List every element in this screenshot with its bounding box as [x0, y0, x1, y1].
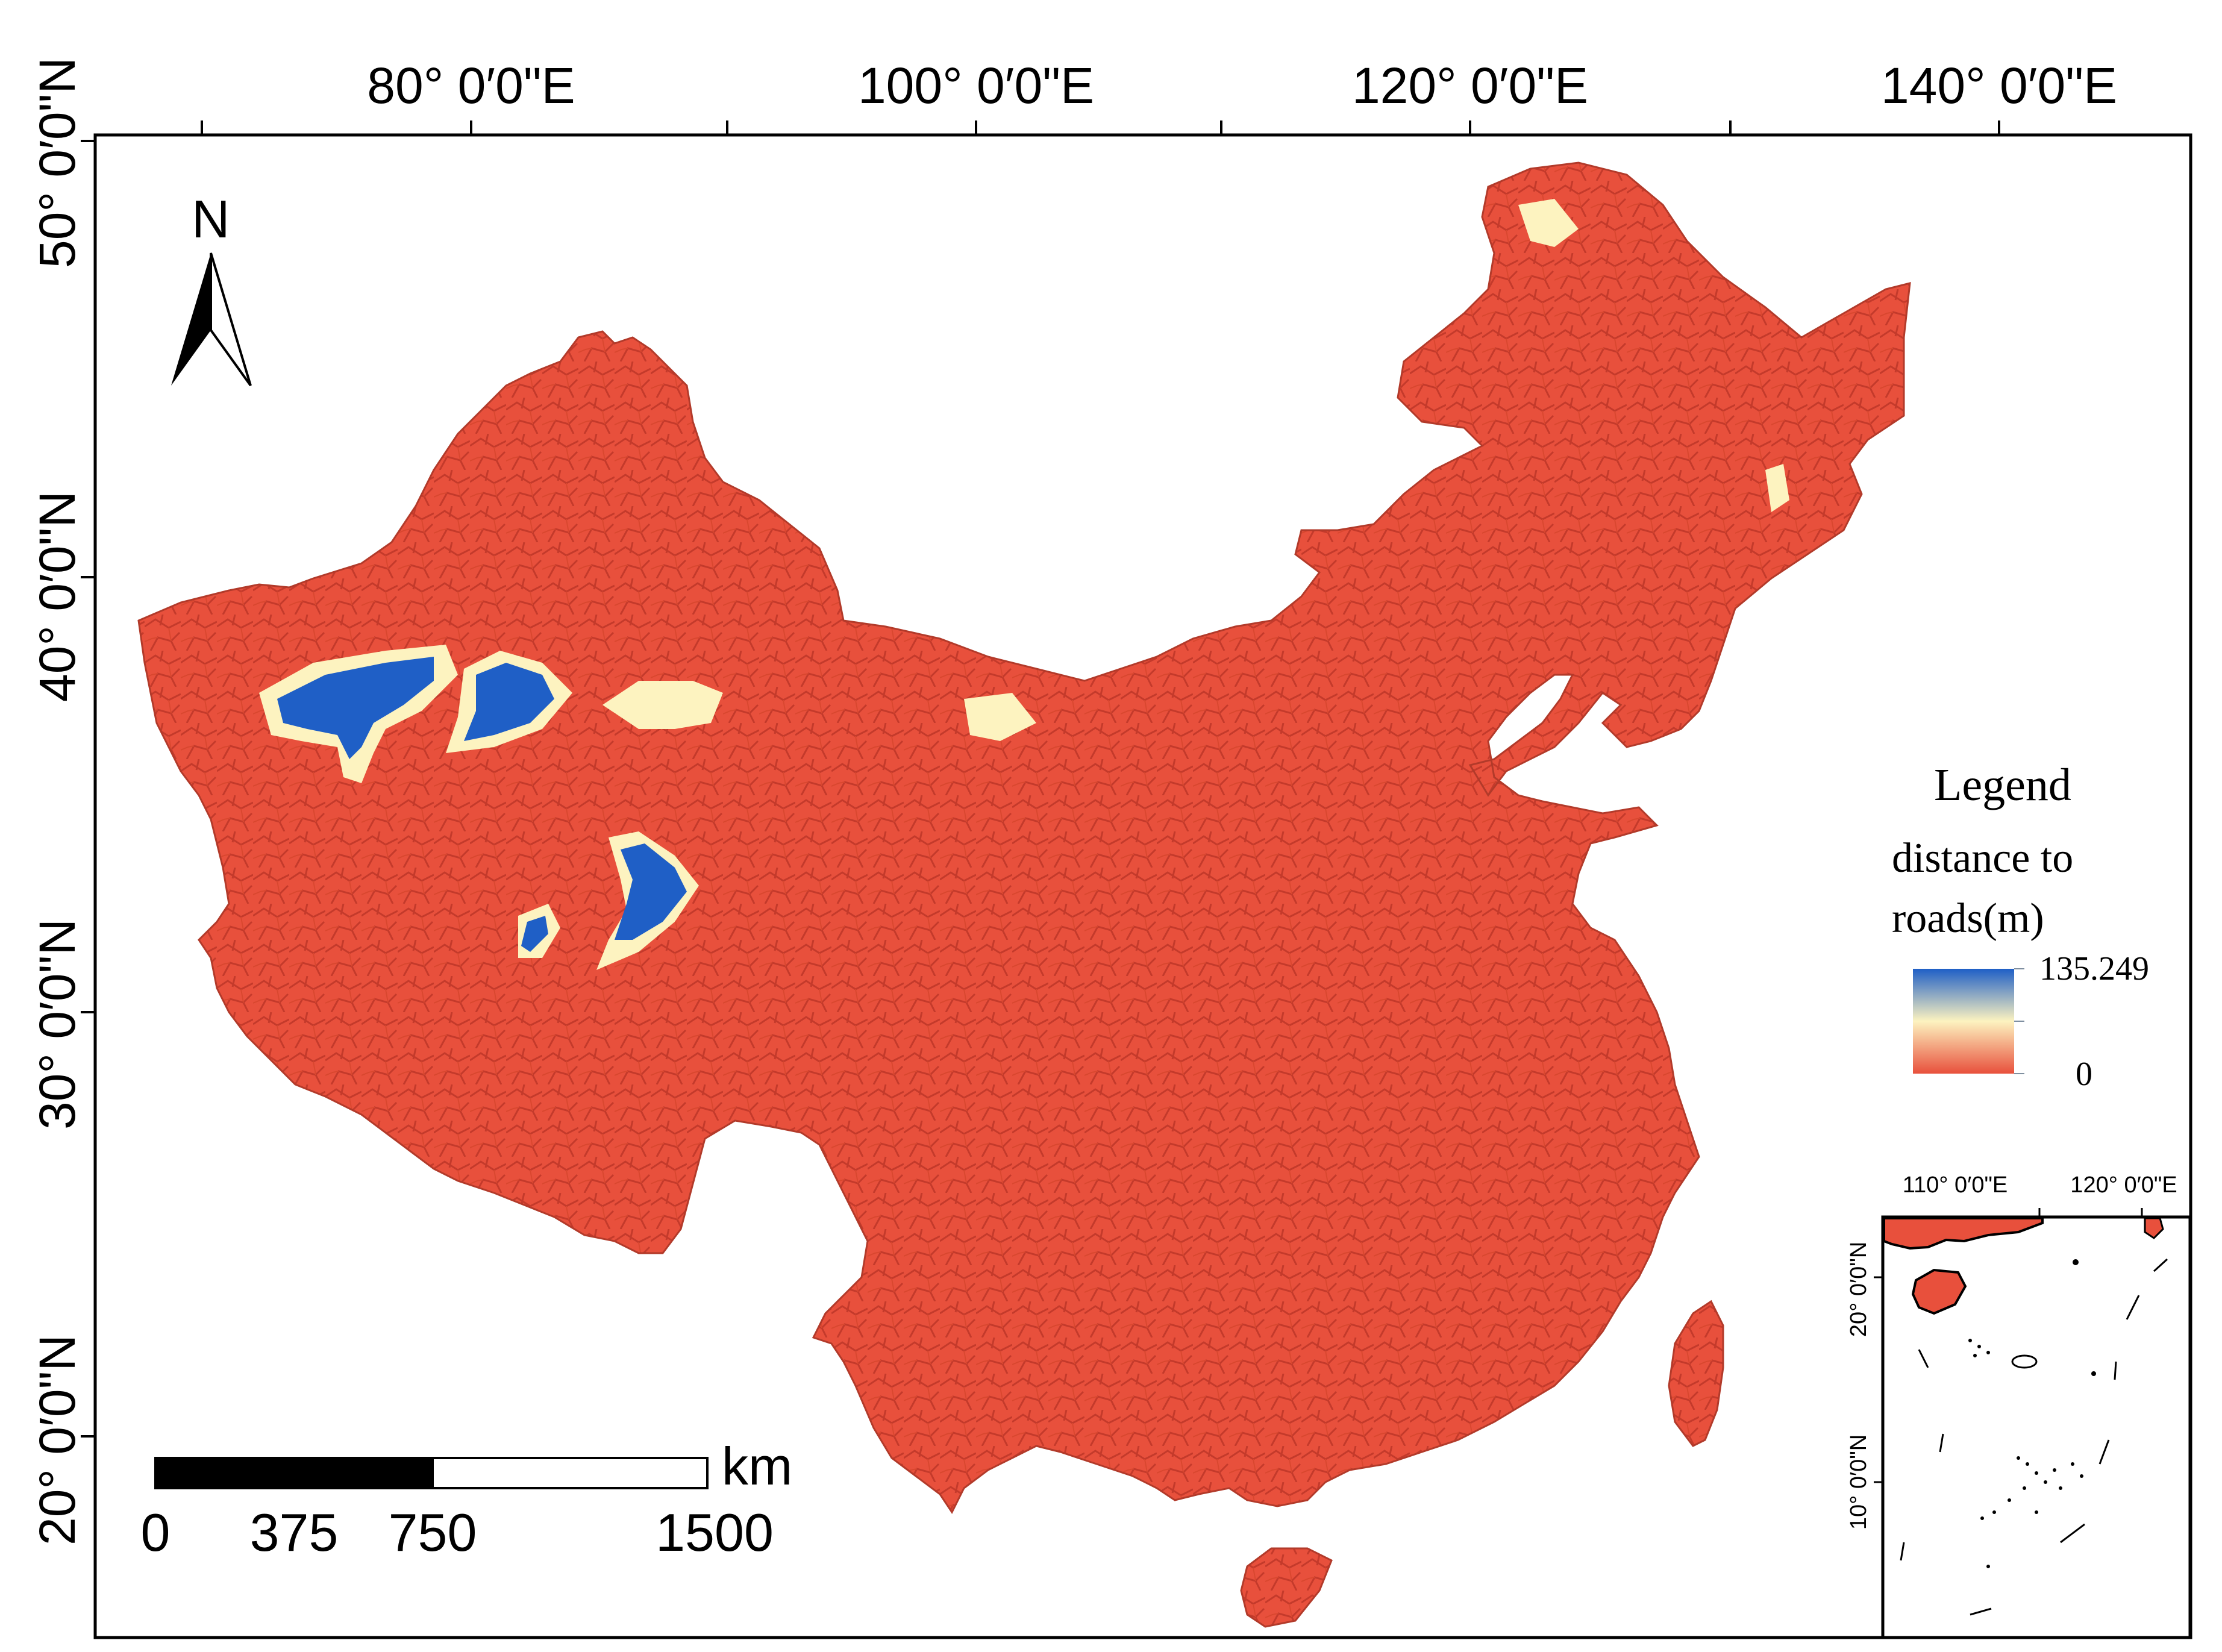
inset-mainland [1883, 1217, 2044, 1250]
inset-lon-label-110: 110° 0′0"E [1902, 1172, 2008, 1198]
lat-label-30: 30° 0′0"N [29, 918, 86, 1130]
legend-subtitle-1: distance to [1892, 835, 2074, 881]
legend-subtitle-2: roads(m) [1892, 895, 2044, 942]
lon-label-80: 80° 0′0"E [367, 57, 575, 114]
lat-label-20: 20° 0′0"N [29, 1334, 86, 1546]
inset-boundary-dashes [1900, 1258, 2168, 1616]
scale-bar [154, 1457, 709, 1489]
inset-lon-label-120: 120° 0′0"E [2070, 1172, 2177, 1198]
legend-min-label: 0 [2076, 1056, 2092, 1093]
legend-ticks [2014, 968, 2024, 1074]
legend-title: Legend [1934, 760, 2071, 810]
scale-tick-1500: 1500 [656, 1503, 774, 1562]
inset-taiwan [2144, 1217, 2164, 1239]
lon-label-140: 140° 0′0"E [1880, 57, 2118, 114]
scale-tick-375: 375 [249, 1503, 339, 1562]
inset-ticks [1874, 1208, 2143, 1483]
north-arrow-letter: N [192, 189, 230, 249]
land-hainan [1240, 1547, 1333, 1628]
inset-lat-label-20: 20° 0′0"N [1846, 1241, 1871, 1338]
remote-areas [259, 199, 1789, 970]
inset-hainan [1911, 1268, 1967, 1315]
land-area [137, 161, 1911, 1514]
lon-label-100: 100° 0′0"E [857, 57, 1095, 114]
scale-unit: km [722, 1436, 793, 1496]
scale-tick-750: 750 [388, 1503, 477, 1562]
lon-label-120: 120° 0′0"E [1351, 57, 1589, 114]
land-taiwan [1668, 1300, 1724, 1447]
inset-lat-label-10: 10° 0′0"N [1846, 1434, 1871, 1530]
top-ticks [201, 120, 2000, 135]
lat-label-40: 40° 0′0"N [29, 490, 86, 702]
lat-label-50: 50° 0′0"N [29, 57, 86, 269]
legend-max-label: 135.249 [2039, 950, 2149, 987]
north-arrow-icon [171, 252, 252, 387]
inset-islands [1968, 1259, 2096, 1568]
left-ticks [81, 140, 95, 1438]
legend-ramp [1913, 969, 2014, 1074]
scale-tick-0: 0 [140, 1503, 171, 1562]
